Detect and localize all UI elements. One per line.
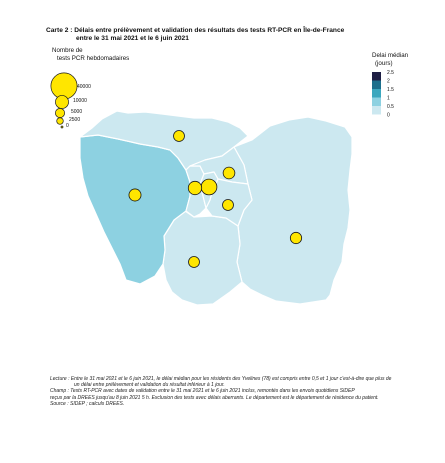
bubble-val-de-marne (222, 199, 234, 211)
map-title-line2: entre le 31 mai 2021 et le 6 juin 2021 (76, 35, 189, 42)
size-legend-circle-2500 (56, 117, 64, 125)
bubble-val-d-oise (173, 130, 185, 142)
delay-legend-title-line1: Delai médian (372, 52, 409, 59)
delay-legend-break-0: 0 (387, 112, 390, 118)
footnotes: Lecture : Entre le 31 mai 2021 et le 6 j… (50, 376, 430, 407)
bubbles-layer (128, 130, 303, 268)
bubble-essonne (188, 256, 200, 268)
size-legend-title-line2: tests PCR hebdomadaires (57, 55, 130, 62)
department-essonne (162, 210, 243, 306)
bubble-yvelines (128, 188, 142, 202)
bubble-seine-et-marne (289, 231, 303, 245)
size-legend-circle-10000 (55, 95, 69, 109)
delay-legend-title-line2: (jours) (375, 59, 393, 67)
departments-layer (79, 110, 353, 306)
note-champ-cont: reçus par la DREES jusqu'au 8 juin 2021 … (50, 394, 379, 401)
bubble-hauts-de-seine (187, 180, 203, 196)
note-lecture-cont: un délai entre prélèvement et validation… (74, 382, 225, 389)
bubble-paris (200, 178, 218, 196)
size-legend-circle-0 (60, 125, 64, 129)
note-lecture: Lecture : Entre le 31 mai 2021 et le 6 j… (50, 376, 392, 382)
delay-legend-break-1: 1 (387, 95, 390, 101)
size-legend-title-line1: Nombre de (52, 47, 83, 54)
size-legend-circle-5000 (55, 108, 65, 118)
size-legend-label-5000: 5000 (71, 109, 82, 115)
note-source: Source : SIDEP ; calculs DREES. (50, 400, 125, 407)
size-legend-title: Nombre de tests PCR hebdomadaires (52, 47, 129, 63)
department-seine-et-marne (233, 116, 353, 305)
size-legend-label-40000: 40000 (77, 84, 91, 90)
size-legend-label-10000: 10000 (73, 98, 87, 104)
bubble-seine-saint-denis (222, 166, 236, 180)
delay-legend-break-2: 2 (387, 78, 390, 84)
delay-legend-swatch-4 (372, 106, 381, 115)
size-legend-label-2500: 2500 (69, 117, 80, 123)
note-champ: Champ : Tests RT-PCR avec dates de valid… (50, 388, 355, 395)
map-title: Carte 2 : Délais entre prélèvement et va… (46, 27, 406, 43)
map-title-line1: Carte 2 : Délais entre prélèvement et va… (46, 27, 345, 34)
size-legend-label-0: 0 (66, 123, 69, 129)
delay-legend-swatch-3 (372, 97, 381, 106)
department-val-d-oise (79, 110, 249, 171)
delay-legend-swatch-0 (372, 72, 381, 81)
delay-legend-swatch-1 (372, 80, 381, 89)
delay-legend: 2.5 2 1.5 1 0.5 0 (372, 70, 394, 118)
delay-legend-break-2-5: 2.5 (387, 70, 394, 76)
size-legend-circle-40000 (50, 72, 78, 100)
delay-legend-break-1-5: 1.5 (387, 87, 394, 93)
delay-legend-break-0-5: 0.5 (387, 104, 394, 110)
delay-legend-title: Delai médian (jours) (372, 52, 408, 67)
delay-legend-swatch-2 (372, 89, 381, 98)
